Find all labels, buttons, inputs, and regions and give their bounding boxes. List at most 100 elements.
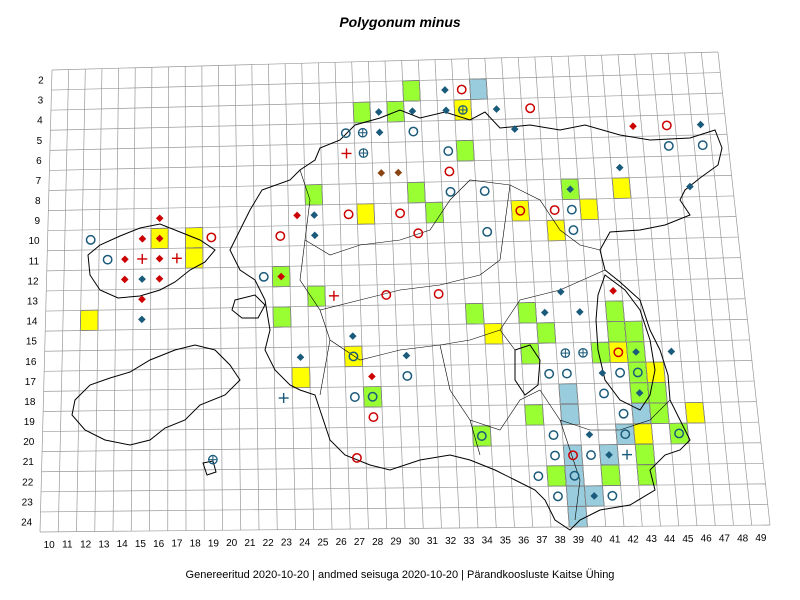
marker-blue-diamond [492, 105, 501, 113]
grid-cell-green-square [627, 361, 649, 384]
marker-blue-diamond [632, 348, 640, 356]
grid-cell-green-square [624, 320, 645, 343]
grid-cell-green-square [455, 139, 475, 162]
grid-line-horizontal [48, 195, 734, 211]
grid-cell-blue-square [559, 403, 581, 426]
grid-line-horizontal [51, 51, 719, 71]
grid-line-vertical [601, 55, 643, 527]
grid-line-horizontal [43, 380, 755, 392]
marker-red-diamond [293, 211, 301, 220]
lake-peipus [595, 274, 656, 411]
marker-blue-circle [618, 408, 629, 419]
col-label: 36 [518, 535, 530, 546]
row-label: 20 [23, 437, 35, 448]
marker-red-circle [395, 208, 406, 219]
marker-red-cross [171, 253, 182, 264]
marker-blue-diamond [311, 231, 319, 240]
marker-red-diamond [155, 214, 164, 223]
col-label: 27 [354, 537, 366, 548]
marker-blue-circle [674, 428, 685, 439]
marker-red-circle [413, 228, 424, 239]
grid-line-vertical [651, 53, 698, 526]
grid-line-vertical [634, 54, 680, 526]
grid-line-vertical [451, 59, 479, 528]
row-label: 16 [25, 357, 37, 368]
marker-blue-circle [349, 392, 360, 402]
row-label: 15 [26, 337, 38, 348]
grid-cell-yellow-square [579, 198, 599, 221]
marker-blue-circle [445, 186, 456, 197]
col-label: 33 [463, 536, 475, 547]
grid-cell-green-square [536, 322, 557, 344]
grid-cell-yellow-square [684, 401, 706, 424]
grid-line-vertical [94, 68, 103, 532]
marker-red-cross [328, 290, 339, 301]
row-label: 14 [26, 317, 38, 328]
marker-red-circle [343, 209, 354, 220]
marker-blue-diamond [441, 86, 449, 94]
col-label: 15 [135, 539, 147, 550]
col-label: 20 [226, 538, 238, 549]
marker-blue-circle [408, 126, 419, 137]
marker-blue-circle [479, 186, 490, 197]
grid-line-horizontal [50, 92, 723, 111]
col-label: 46 [701, 534, 713, 545]
map-title: Polygonum minus [339, 14, 461, 30]
col-label: 40 [591, 535, 603, 546]
grid-line-vertical [251, 64, 260, 530]
grid-cell-green-square [604, 300, 625, 323]
row-label: 19 [24, 417, 36, 428]
marker-red-circle [661, 120, 672, 131]
grid-line-vertical [684, 52, 734, 526]
marker-red-diamond [120, 275, 129, 284]
marker-blue-diamond [566, 185, 575, 194]
col-labels: 10 11 12 13 14 15 16 17 18 19 20 21 22 23 24 25 26 27 28 29… [44, 533, 767, 551]
col-label: 37 [536, 535, 548, 546]
grid-cell-green-square [307, 285, 326, 307]
col-label: 31 [427, 536, 439, 547]
grid-line-vertical [501, 57, 534, 528]
grid-line-horizontal [39, 524, 771, 533]
grid-line-vertical [112, 68, 119, 532]
row-label: 24 [21, 517, 33, 528]
grid-line-horizontal [49, 154, 730, 171]
col-label: 48 [737, 533, 749, 544]
marker-blue-circle [697, 140, 708, 151]
marker-blue-diamond [348, 332, 357, 340]
col-label: 42 [628, 534, 640, 545]
marker-blue-circle [620, 429, 631, 440]
col-label: 21 [244, 538, 256, 549]
marker-blue-diamond [442, 106, 450, 115]
grid-line-horizontal [44, 339, 750, 352]
marker-blue-diamond [696, 120, 705, 129]
col-label: 19 [208, 538, 220, 549]
marker-red-cross [137, 253, 148, 264]
coastline-layer [71, 109, 723, 531]
marker-blue-cross [622, 449, 633, 460]
grid-cell-yellow-square [79, 309, 99, 331]
grid-line-horizontal [46, 257, 741, 272]
grid-line-vertical [149, 67, 153, 531]
marker-blue-diamond [402, 351, 411, 360]
marker-blue-diamond [590, 492, 599, 500]
mainland-coastline [229, 109, 723, 531]
row-label: 4 [37, 116, 43, 127]
marker-blue-circle [615, 367, 626, 378]
grid-line-vertical [234, 65, 242, 531]
grid-cell-yellow-square [611, 177, 632, 199]
hiiumaa-coastline [87, 223, 216, 299]
grid-cell-green-square [636, 464, 658, 486]
grid-line-vertical [218, 65, 223, 531]
grid-cell-yellow-square [343, 345, 364, 368]
grid-cell-green-square [520, 342, 541, 365]
marker-blue-diamond [635, 389, 644, 397]
row-label: 23 [22, 497, 34, 508]
marker-red-circle [206, 232, 217, 243]
marker-blue-circle-cross [458, 105, 468, 115]
col-label: 49 [755, 533, 767, 544]
grid-cell-green-square [634, 443, 656, 466]
grid-line-vertical [334, 62, 351, 530]
row-label: 11 [29, 256, 40, 267]
row-label: 17 [25, 377, 37, 388]
marker-blue-diamond [138, 275, 146, 283]
